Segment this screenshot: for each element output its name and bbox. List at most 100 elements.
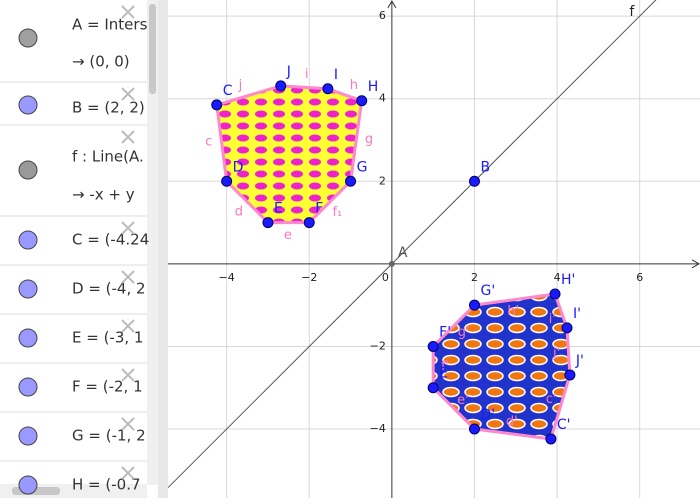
- point[interactable]: [322, 83, 334, 95]
- x-tick-label: 6: [636, 271, 643, 284]
- point[interactable]: [564, 369, 576, 381]
- axis-arrow: [387, 0, 397, 9]
- point-label: F: [315, 201, 323, 217]
- delete-button[interactable]: [121, 5, 135, 19]
- visibility-toggle[interactable]: [18, 328, 38, 348]
- v-scrollbar[interactable]: [147, 0, 158, 485]
- point[interactable]: [545, 433, 557, 445]
- x-tick-label: −4: [219, 271, 235, 284]
- edge-label: d: [235, 204, 243, 219]
- edge-label: e: [284, 228, 292, 243]
- point[interactable]: [468, 175, 480, 187]
- point-label: H': [561, 272, 575, 288]
- edge-label: c': [546, 392, 557, 407]
- delete-button[interactable]: [121, 466, 135, 480]
- origin-label: 0: [382, 271, 389, 284]
- edge-label: j': [552, 346, 560, 361]
- algebra-text: F = (-2, 1: [72, 378, 143, 396]
- delete-icon: [121, 130, 135, 144]
- point-label: B: [480, 159, 490, 175]
- point-label: A: [398, 245, 408, 261]
- line-f: [168, 0, 657, 489]
- delete-icon: [121, 466, 135, 480]
- delete-button[interactable]: [121, 417, 135, 431]
- algebra-text: G = (-1, 2: [72, 427, 146, 445]
- delete-icon: [121, 368, 135, 382]
- point[interactable]: [303, 217, 315, 229]
- algebra-rows: A = Inters → (0, 0) B = (2, 2) f : Line(A. →…: [0, 5, 149, 495]
- point-label: J: [286, 64, 291, 80]
- point[interactable]: [356, 95, 368, 107]
- edge-label: i': [549, 312, 556, 327]
- point-label: F': [439, 324, 451, 340]
- algebra-text: D = (-4, 2: [72, 280, 146, 298]
- point-label: G: [357, 159, 368, 175]
- edge-label: i: [305, 67, 309, 82]
- visibility-toggle[interactable]: [18, 426, 38, 446]
- delete-button[interactable]: [121, 130, 135, 144]
- point[interactable]: [561, 322, 573, 334]
- point-A: [388, 260, 395, 267]
- algebra-output: → (0, 0): [72, 53, 130, 71]
- delete-icon: [121, 319, 135, 333]
- point[interactable]: [468, 299, 480, 311]
- point[interactable]: [549, 288, 561, 300]
- point-label: J': [575, 353, 584, 369]
- graphics-view: −4 −2 2 4 6 −4 −2 2 4 6 0 f j i h g f₁ e d c c' j' i' h' g' f' e' d…: [168, 0, 700, 498]
- line-label: f: [629, 4, 635, 20]
- delete-button[interactable]: [121, 221, 135, 235]
- delete-icon: [121, 5, 135, 19]
- point[interactable]: [221, 175, 233, 187]
- delete-button[interactable]: [121, 270, 135, 284]
- y-tick-label: −2: [370, 339, 386, 352]
- point[interactable]: [427, 340, 439, 352]
- edge-label: c: [205, 135, 212, 150]
- delete-icon: [121, 221, 135, 235]
- point-label: C: [223, 83, 233, 99]
- algebra-text: C = (-4.24: [72, 231, 149, 249]
- point[interactable]: [345, 175, 357, 187]
- point-label: D: [233, 159, 244, 175]
- edge-label: j: [238, 78, 243, 93]
- x-tick-label: 4: [554, 271, 561, 284]
- visibility-toggle[interactable]: [18, 279, 38, 299]
- point-label: D': [480, 407, 495, 423]
- edge-label: e': [457, 393, 469, 408]
- delete-button[interactable]: [121, 87, 135, 101]
- algebra-text: E = (-3, 1: [72, 329, 143, 347]
- axis-arrow: [691, 259, 700, 269]
- v-scroll-thumb[interactable]: [149, 4, 156, 94]
- panel-divider[interactable]: [158, 0, 168, 498]
- edge-label: g: [365, 132, 373, 147]
- visibility-toggle[interactable]: [18, 95, 38, 115]
- visibility-toggle[interactable]: [18, 28, 38, 48]
- point[interactable]: [275, 80, 287, 92]
- polygon: [215, 84, 364, 225]
- algebra-text: f : Line(A.: [72, 148, 144, 166]
- point-label: G': [480, 283, 495, 299]
- point-label: E': [439, 366, 452, 382]
- edge-label: f': [441, 359, 449, 374]
- visibility-toggle[interactable]: [18, 377, 38, 397]
- point[interactable]: [468, 423, 480, 435]
- delete-icon: [121, 417, 135, 431]
- visibility-toggle[interactable]: [18, 230, 38, 250]
- algebra-panel: [0, 0, 160, 498]
- y-tick-label: 2: [379, 174, 386, 187]
- algebra-text: A = Inters: [72, 16, 148, 34]
- delete-icon: [121, 270, 135, 284]
- visibility-toggle[interactable]: [18, 160, 38, 180]
- point[interactable]: [211, 99, 223, 111]
- point[interactable]: [262, 217, 274, 229]
- edge-label: g': [458, 325, 470, 340]
- point[interactable]: [427, 382, 439, 394]
- delete-button[interactable]: [121, 319, 135, 333]
- delete-button[interactable]: [121, 368, 135, 382]
- y-tick-label: 6: [379, 9, 386, 22]
- x-tick-label: −2: [301, 271, 317, 284]
- edge-label: d': [506, 415, 518, 430]
- edge-label: h': [507, 304, 519, 319]
- visibility-toggle[interactable]: [18, 475, 38, 495]
- edge-label: h: [350, 78, 358, 93]
